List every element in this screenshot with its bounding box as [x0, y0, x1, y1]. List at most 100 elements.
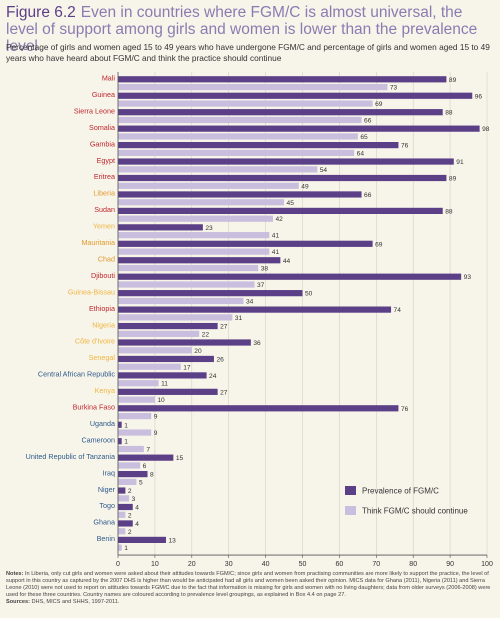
bar-value-label: 37: [257, 282, 265, 289]
bar-value-label: 9: [154, 430, 158, 437]
bar-value-label: 91: [456, 159, 464, 166]
bar-value-label: 8: [150, 472, 154, 479]
legend-label-prevalence: Prevalence of FGM/C: [362, 487, 439, 496]
bars: 8973966988669865766491548949664588422341…: [118, 76, 490, 552]
prevalence-bar: [118, 290, 303, 297]
country-label: Benin: [97, 534, 115, 543]
prevalence-bar: [118, 191, 362, 198]
bar-value-label: 88: [445, 110, 453, 117]
x-tick-label: 40: [262, 561, 270, 568]
bar-value-label: 65: [360, 134, 368, 141]
bar-value-label: 1: [124, 439, 128, 446]
country-label: Ghana: [93, 518, 115, 527]
support-bar: [118, 445, 144, 453]
x-tick-label: 90: [446, 561, 454, 568]
country-label: Togo: [99, 501, 115, 510]
bar-value-label: 4: [135, 505, 139, 512]
x-tick-label: 100: [481, 561, 493, 568]
prevalence-bar: [118, 471, 148, 478]
bar-value-label: 22: [202, 331, 210, 338]
support-bar: [118, 413, 152, 420]
legend-label-support: Think FGM/C should continue: [362, 507, 468, 516]
prevalence-bar: [118, 355, 214, 363]
bar-value-label: 6: [143, 463, 147, 470]
prevalence-bar: [118, 125, 480, 132]
x-tick-label: 50: [299, 561, 307, 568]
support-bar: [118, 380, 159, 387]
support-bar: [118, 264, 259, 272]
country-label: Mali: [102, 74, 116, 83]
bar-value-label: 13: [168, 537, 176, 544]
prevalence-bar: [118, 421, 122, 428]
x-tick-label: 60: [336, 561, 344, 568]
bar-value-label: 69: [375, 241, 383, 248]
support-bar: [118, 133, 358, 140]
support-bar: [118, 215, 273, 222]
bar-value-label: 10: [157, 397, 165, 404]
prevalence-bar: [118, 454, 174, 461]
x-tick-label: 30: [225, 561, 233, 568]
prevalence-bar: [118, 207, 443, 214]
support-bar: [118, 314, 233, 321]
bar-value-label: 73: [390, 85, 398, 92]
figure-headline: Even in countries where FGM/C is almost …: [6, 4, 478, 55]
country-label: Kenya: [95, 386, 115, 395]
bar-value-label: 93: [464, 274, 472, 281]
support-bar: [118, 100, 373, 107]
prevalence-bar: [118, 388, 218, 395]
support-bar: [118, 396, 155, 403]
country-label: Yemen: [93, 222, 115, 231]
bar-value-label: 1: [124, 422, 128, 429]
prevalence-bar: [118, 109, 443, 116]
support-bar: [118, 495, 130, 502]
x-tick-label: 0: [116, 561, 120, 568]
support-bar: [118, 248, 270, 255]
prevalence-bar: [118, 273, 462, 280]
support-bar: [118, 182, 299, 189]
bar-value-label: 4: [135, 521, 139, 528]
sources-label: Sources:: [6, 598, 30, 605]
x-tick-label: 80: [409, 561, 417, 568]
bar-value-label: 66: [364, 118, 372, 125]
bar-value-label: 20: [194, 348, 202, 355]
prevalence-bar: [118, 372, 207, 379]
country-label: United Republic of Tanzania: [26, 452, 115, 461]
prevalence-bar: [118, 339, 251, 346]
x-axis: 0 10 20 30 40 50 60 70 80 90 100: [116, 72, 493, 568]
bar-value-label: 36: [253, 340, 261, 347]
bar-value-label: 11: [161, 381, 168, 388]
country-label: Djibouti: [91, 271, 115, 280]
sources-text: DHS, MICS and SHHS, 1997-2011.: [31, 598, 120, 605]
bar-value-label: 31: [235, 315, 243, 322]
support-bar: [118, 363, 181, 370]
country-labels: Mali Guinea Sierra Leone Somalia Gambia Egypt…: [26, 74, 116, 544]
prevalence-bar: [118, 405, 399, 412]
country-label: Egypt: [97, 156, 115, 165]
bar-value-label: 27: [220, 324, 228, 331]
support-bar: [118, 462, 141, 469]
bar-value-label: 17: [183, 364, 191, 371]
x-tick-label: 70: [372, 561, 380, 568]
bar-value-label: 66: [364, 192, 372, 199]
bar-value-label: 74: [394, 307, 402, 314]
prevalence-bar: [118, 142, 399, 149]
x-tick-label: 10: [151, 561, 159, 568]
bar-value-label: 44: [283, 258, 291, 265]
support-bar: [118, 116, 362, 124]
support-bar: [118, 511, 126, 518]
bar-value-label: 27: [220, 389, 228, 396]
prevalence-bar: [118, 322, 218, 330]
notes-label: Notes:: [6, 571, 24, 577]
country-label: Niger: [98, 485, 116, 494]
prevalence-bar: [118, 257, 281, 264]
support-bar: [118, 347, 192, 354]
bar-value-label: 69: [375, 101, 383, 108]
bar-value-label: 2: [128, 529, 132, 536]
bar-value-label: 76: [401, 406, 409, 413]
figure-subtitle: Percentage of girls and women aged 15 to…: [6, 42, 490, 63]
bar-value-label: 89: [449, 176, 457, 183]
prevalence-bar: [118, 438, 122, 445]
bar-chart: 8973966988669865766491548949664588422341…: [26, 72, 493, 568]
support-bar: [118, 84, 388, 91]
bar-value-label: 7: [146, 447, 150, 454]
